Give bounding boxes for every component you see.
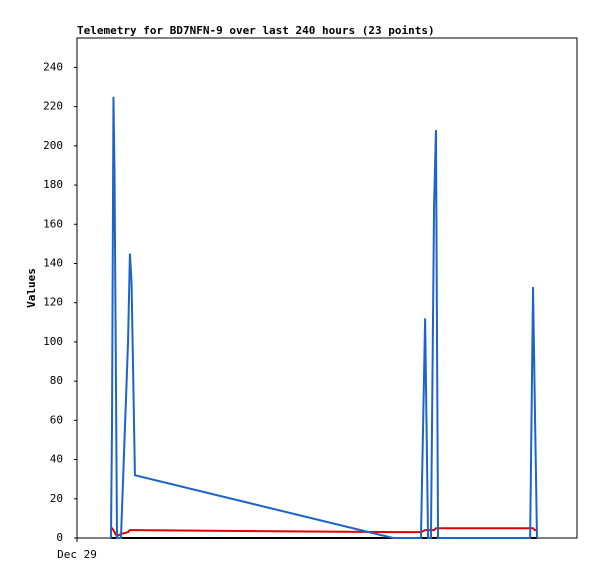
- y-tick-label: 20: [50, 492, 63, 505]
- y-axis-label: Values: [25, 268, 38, 308]
- y-tick-label: 0: [56, 531, 63, 544]
- y-tick-label: 100: [43, 335, 63, 348]
- y-tick-label: 220: [43, 100, 63, 113]
- chart-title: Telemetry for BD7NFN-9 over last 240 hou…: [77, 24, 435, 37]
- x-tick-label: Dec 29: [57, 548, 97, 561]
- y-tick-label: 240: [43, 60, 63, 73]
- y-tick-label: 40: [50, 453, 63, 466]
- y-tick-label: 60: [50, 413, 63, 426]
- y-tick-label: 160: [43, 217, 63, 230]
- y-tick-label: 80: [50, 374, 63, 387]
- plot-frame: [76, 37, 578, 539]
- y-tick-label: 140: [43, 256, 63, 269]
- series-line: [109, 96, 538, 539]
- series-line: [110, 527, 537, 538]
- y-tick-label: 200: [43, 139, 63, 152]
- y-tick-label: 120: [43, 296, 63, 309]
- y-tick-label: 180: [43, 178, 63, 191]
